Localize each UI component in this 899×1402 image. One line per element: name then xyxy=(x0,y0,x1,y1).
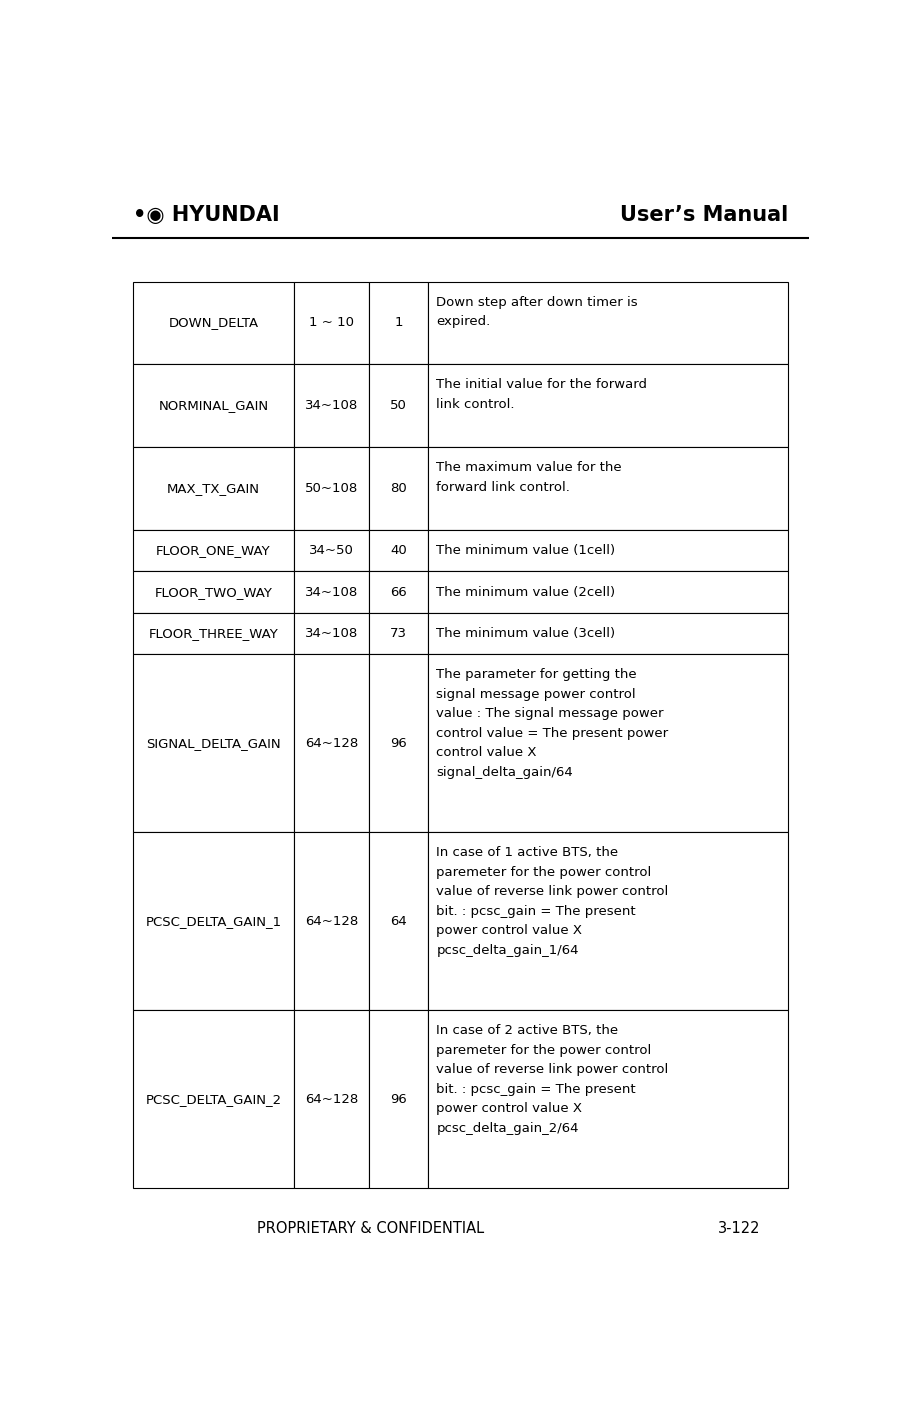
Bar xyxy=(133,1011,294,1189)
Text: User’s Manual: User’s Manual xyxy=(620,205,788,224)
Text: 1: 1 xyxy=(395,317,403,329)
Bar xyxy=(428,613,788,655)
Bar xyxy=(133,365,294,447)
Text: The minimum value (2cell): The minimum value (2cell) xyxy=(436,586,616,599)
Bar xyxy=(133,282,294,365)
Text: The initial value for the forward
link control.: The initial value for the forward link c… xyxy=(436,379,647,411)
Bar xyxy=(133,530,294,572)
Bar xyxy=(369,613,428,655)
Bar xyxy=(133,572,294,613)
Text: MAX_TX_GAIN: MAX_TX_GAIN xyxy=(167,482,260,495)
Text: The parameter for getting the
signal message power control
value : The signal me: The parameter for getting the signal mes… xyxy=(436,669,669,778)
Bar xyxy=(428,530,788,572)
Text: 80: 80 xyxy=(390,482,407,495)
Text: 3-122: 3-122 xyxy=(717,1221,761,1235)
Bar xyxy=(294,365,369,447)
Bar xyxy=(294,282,369,365)
Bar xyxy=(294,655,369,833)
Bar xyxy=(428,282,788,365)
Bar xyxy=(428,447,788,530)
Bar xyxy=(294,613,369,655)
Text: 1 ~ 10: 1 ~ 10 xyxy=(309,317,354,329)
Bar xyxy=(369,365,428,447)
Text: 64~128: 64~128 xyxy=(305,1094,358,1106)
Text: 50: 50 xyxy=(390,400,407,412)
Bar xyxy=(428,572,788,613)
Text: DOWN_DELTA: DOWN_DELTA xyxy=(168,317,259,329)
Bar xyxy=(133,833,294,1011)
Text: •◉ HYUNDAI: •◉ HYUNDAI xyxy=(133,205,280,224)
Bar xyxy=(369,655,428,833)
Text: NORMINAL_GAIN: NORMINAL_GAIN xyxy=(158,400,269,412)
Bar xyxy=(294,833,369,1011)
Text: FLOOR_TWO_WAY: FLOOR_TWO_WAY xyxy=(155,586,272,599)
Bar xyxy=(133,655,294,833)
Bar xyxy=(369,530,428,572)
Text: 64: 64 xyxy=(390,916,407,928)
Bar xyxy=(133,447,294,530)
Text: The minimum value (3cell): The minimum value (3cell) xyxy=(436,627,616,641)
Text: 64~128: 64~128 xyxy=(305,916,358,928)
Text: 34~108: 34~108 xyxy=(305,400,358,412)
Text: In case of 1 active BTS, the
paremeter for the power control
value of reverse li: In case of 1 active BTS, the paremeter f… xyxy=(436,847,669,956)
Text: PROPRIETARY & CONFIDENTIAL: PROPRIETARY & CONFIDENTIAL xyxy=(256,1221,484,1235)
Text: FLOOR_ONE_WAY: FLOOR_ONE_WAY xyxy=(156,544,271,557)
Text: 66: 66 xyxy=(390,586,407,599)
Text: The minimum value (1cell): The minimum value (1cell) xyxy=(436,544,616,557)
Text: 34~108: 34~108 xyxy=(305,586,358,599)
Bar xyxy=(294,447,369,530)
Text: 96: 96 xyxy=(390,1094,407,1106)
Text: In case of 2 active BTS, the
paremeter for the power control
value of reverse li: In case of 2 active BTS, the paremeter f… xyxy=(436,1025,669,1134)
Text: 64~128: 64~128 xyxy=(305,737,358,750)
Bar xyxy=(133,613,294,655)
Text: PCSC_DELTA_GAIN_2: PCSC_DELTA_GAIN_2 xyxy=(146,1094,281,1106)
Text: 34~50: 34~50 xyxy=(309,544,354,557)
Text: 34~108: 34~108 xyxy=(305,627,358,641)
Bar xyxy=(369,447,428,530)
Bar xyxy=(294,1011,369,1189)
Bar xyxy=(294,530,369,572)
Text: 40: 40 xyxy=(390,544,407,557)
Bar xyxy=(428,655,788,833)
Bar xyxy=(428,365,788,447)
Bar xyxy=(428,1011,788,1189)
Text: PCSC_DELTA_GAIN_1: PCSC_DELTA_GAIN_1 xyxy=(146,916,281,928)
Text: Down step after down timer is
expired.: Down step after down timer is expired. xyxy=(436,296,638,328)
Bar xyxy=(369,833,428,1011)
Bar xyxy=(428,833,788,1011)
Bar xyxy=(369,572,428,613)
Bar xyxy=(294,572,369,613)
Text: 73: 73 xyxy=(390,627,407,641)
Text: FLOOR_THREE_WAY: FLOOR_THREE_WAY xyxy=(148,627,279,641)
Text: The maximum value for the
forward link control.: The maximum value for the forward link c… xyxy=(436,461,622,494)
Text: SIGNAL_DELTA_GAIN: SIGNAL_DELTA_GAIN xyxy=(147,737,280,750)
Text: 96: 96 xyxy=(390,737,407,750)
Bar xyxy=(369,1011,428,1189)
Bar xyxy=(369,282,428,365)
Text: 50~108: 50~108 xyxy=(305,482,358,495)
